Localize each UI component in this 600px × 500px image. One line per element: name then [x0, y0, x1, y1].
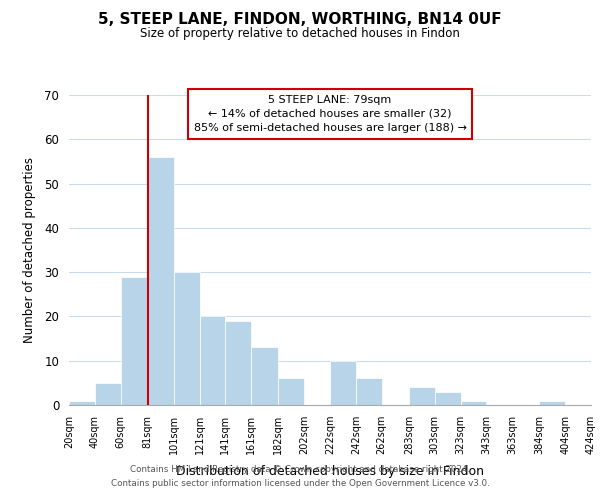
- Bar: [69, 400, 95, 405]
- Bar: [199, 316, 226, 405]
- Bar: [121, 276, 148, 405]
- Bar: [95, 383, 121, 405]
- Text: Size of property relative to detached houses in Findon: Size of property relative to detached ho…: [140, 28, 460, 40]
- Bar: [278, 378, 304, 405]
- Y-axis label: Number of detached properties: Number of detached properties: [23, 157, 36, 343]
- Bar: [539, 400, 565, 405]
- Bar: [173, 272, 199, 405]
- Text: 5, STEEP LANE, FINDON, WORTHING, BN14 0UF: 5, STEEP LANE, FINDON, WORTHING, BN14 0U…: [98, 12, 502, 28]
- Bar: [226, 321, 251, 405]
- Bar: [356, 378, 382, 405]
- X-axis label: Distribution of detached houses by size in Findon: Distribution of detached houses by size …: [176, 466, 484, 478]
- Bar: [434, 392, 461, 405]
- Text: Contains HM Land Registry data © Crown copyright and database right 2024.
Contai: Contains HM Land Registry data © Crown c…: [110, 466, 490, 487]
- Bar: [409, 388, 434, 405]
- Bar: [251, 348, 278, 405]
- Text: 5 STEEP LANE: 79sqm
← 14% of detached houses are smaller (32)
85% of semi-detach: 5 STEEP LANE: 79sqm ← 14% of detached ho…: [193, 95, 467, 133]
- Bar: [148, 157, 173, 405]
- Bar: [330, 360, 356, 405]
- Bar: [461, 400, 487, 405]
